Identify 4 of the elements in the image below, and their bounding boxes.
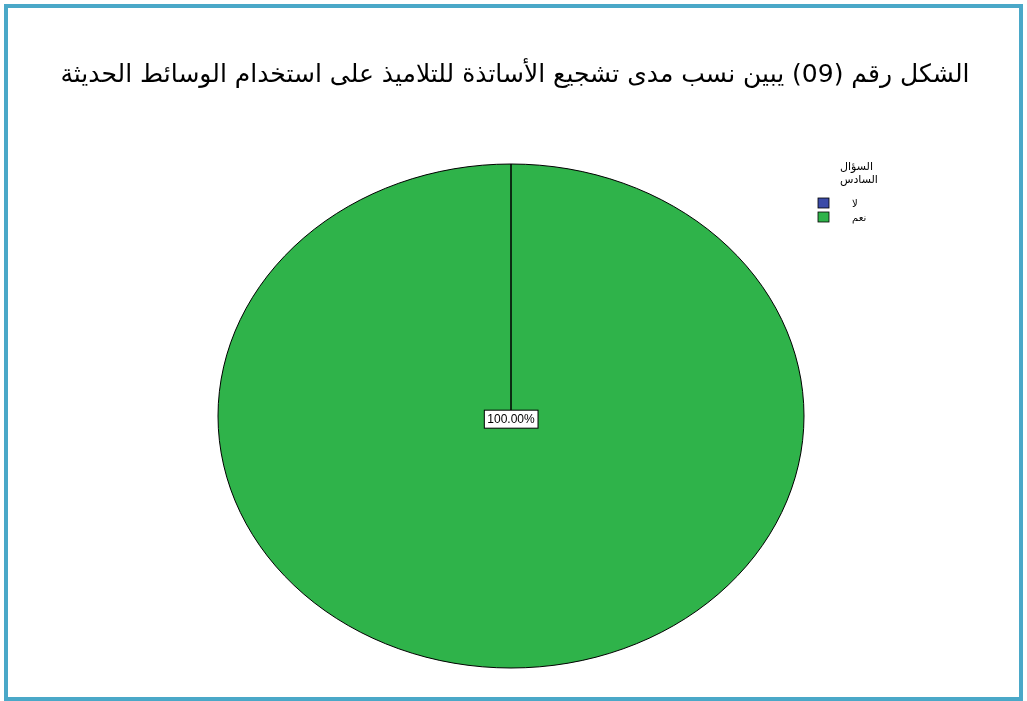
legend-title: السؤال السادس — [840, 160, 878, 186]
chart-title: الشكل رقم (09) يبين نسب مدى تشجيع الأساتذة للتلاميذ على استخدام الوسائط الحديثة — [60, 57, 970, 90]
legend-label: نعم — [852, 212, 867, 224]
legend-label: لا — [852, 198, 858, 209]
